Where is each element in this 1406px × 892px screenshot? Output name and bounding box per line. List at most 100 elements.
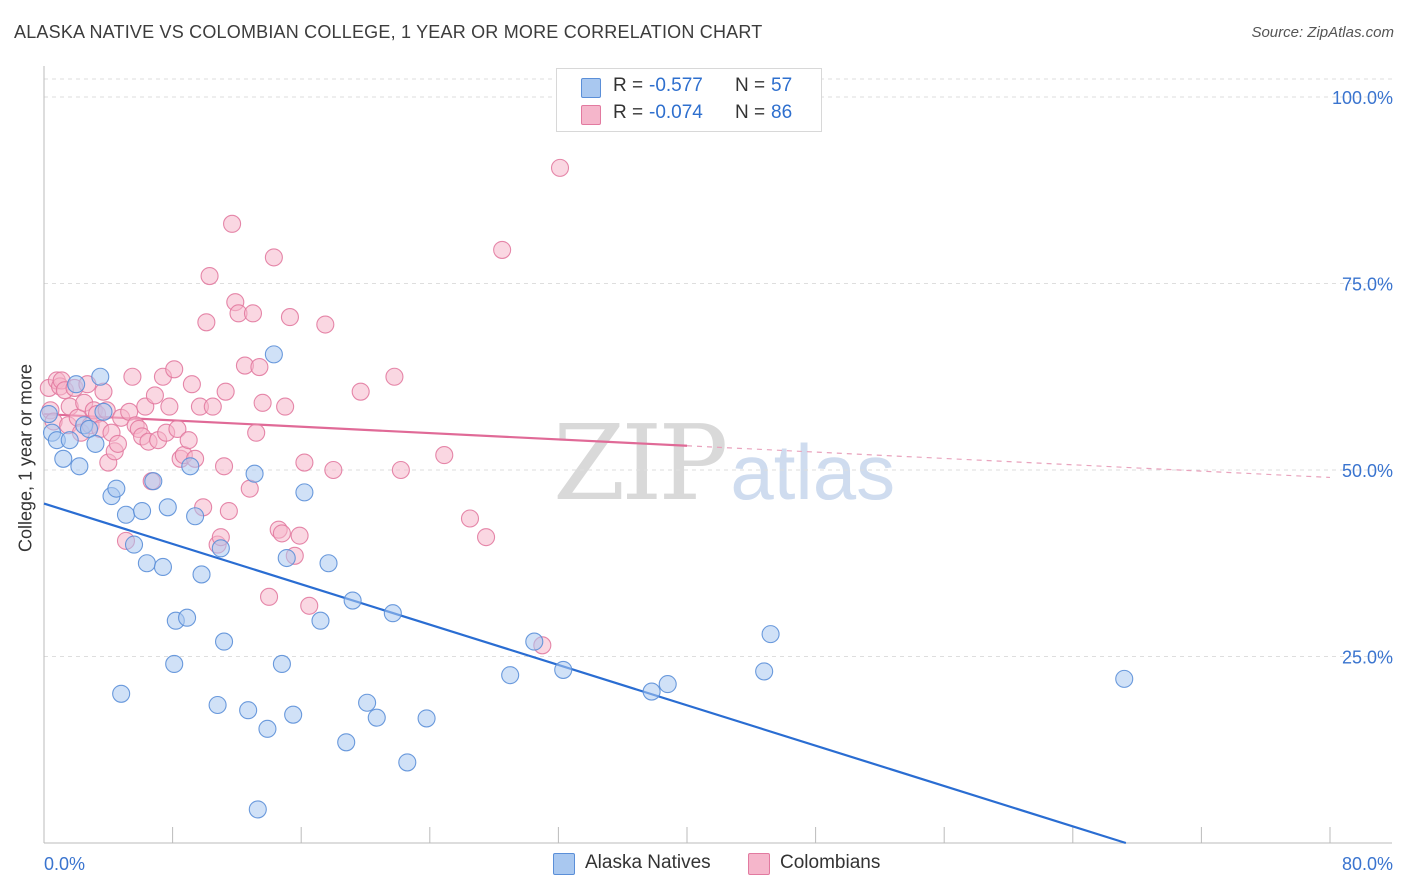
point-colombians [200, 266, 219, 286]
point-alaska-natives [94, 402, 113, 421]
trend-line-alaska-natives [43, 502, 1127, 845]
legend-r-value: -0.074 [649, 102, 703, 123]
point-alaska-natives [258, 719, 277, 738]
source-label: Source: ZipAtlas.com [1251, 24, 1394, 41]
point-colombians [182, 375, 201, 394]
series-swatch-alaska-natives [553, 853, 575, 875]
chart-title: ALASKA NATIVE VS COLOMBIAN COLLEGE, 1 YE… [14, 22, 763, 42]
x-tick-label-max: 80.0% [1342, 854, 1393, 874]
point-alaska-natives [79, 419, 99, 439]
point-colombians [247, 423, 266, 442]
point-colombians [123, 367, 142, 386]
point-alaska-natives [70, 457, 89, 476]
point-colombians [214, 457, 234, 476]
point-colombians [216, 382, 235, 401]
x-tick-label-min: 0.0% [44, 854, 85, 874]
point-alaska-natives [67, 375, 86, 394]
point-alaska-natives [137, 554, 156, 573]
point-alaska-natives [214, 632, 234, 651]
legend-n-label: N = [735, 75, 766, 96]
legend-n-value: 86 [771, 102, 793, 123]
point-alaska-natives [181, 457, 200, 476]
point-alaska-natives [337, 733, 356, 752]
point-colombians [295, 453, 314, 472]
point-alaska-natives [153, 557, 173, 577]
series-label-colombians: Colombians [780, 852, 881, 873]
point-colombians [276, 397, 295, 416]
watermark-zip: ZIP [553, 402, 728, 524]
point-colombians [168, 419, 187, 439]
point-colombians [324, 460, 343, 480]
point-alaska-natives [358, 693, 377, 712]
y-tick-label-100: 100.0% [1332, 88, 1393, 108]
point-alaska-natives [91, 367, 110, 386]
point-alaska-natives [39, 404, 58, 424]
point-colombians [272, 524, 291, 543]
point-colombians [351, 382, 370, 401]
legend-n-label: N = [735, 102, 766, 123]
axes [43, 66, 1392, 844]
zipatlas-watermark: ZIPatlas [553, 402, 895, 524]
point-alaska-natives [248, 800, 267, 819]
trend-lines [43, 412, 1331, 845]
point-alaska-natives [272, 654, 291, 674]
point-colombians [259, 587, 279, 606]
point-alaska-natives [319, 554, 338, 573]
point-alaska-natives [186, 507, 205, 526]
point-alaska-natives [525, 632, 544, 651]
point-colombians [145, 386, 164, 405]
point-alaska-natives [343, 591, 362, 610]
legend-r-value: -0.577 [649, 75, 703, 96]
point-alaska-natives [165, 654, 184, 674]
legend-n-value: 57 [771, 75, 793, 96]
point-colombians [219, 501, 238, 521]
legend-r-label: R = [613, 75, 644, 96]
point-alaska-natives [86, 434, 105, 453]
y-axis-label: College, 1 year or more [15, 363, 36, 553]
point-colombians [223, 214, 242, 233]
tick-labels: 25.0% 50.0% 75.0% 100.0% 0.0% 80.0% [44, 88, 1393, 874]
watermark-atlas: atlas [730, 428, 896, 516]
point-alaska-natives [755, 662, 774, 681]
point-colombians [493, 240, 512, 259]
point-alaska-natives [1115, 669, 1134, 688]
point-alaska-natives [239, 701, 258, 720]
point-colombians [280, 308, 299, 327]
point-colombians [253, 393, 272, 412]
point-alaska-natives [124, 535, 144, 554]
point-colombians [160, 397, 179, 416]
legend-r-label: R = [613, 102, 644, 123]
point-colombians [197, 313, 216, 332]
point-colombians [108, 434, 127, 453]
point-alaska-natives [211, 539, 230, 558]
point-alaska-natives [642, 682, 661, 701]
point-alaska-natives [383, 604, 402, 623]
point-alaska-natives [295, 483, 314, 502]
point-alaska-natives [264, 345, 283, 364]
point-colombians [435, 446, 454, 465]
point-alaska-natives [554, 660, 573, 679]
point-alaska-natives [158, 498, 177, 517]
point-alaska-natives [107, 479, 126, 498]
point-colombians [316, 315, 335, 334]
point-colombians [264, 248, 283, 267]
point-colombians [391, 460, 410, 480]
series-label-alaska-natives: Alaska Natives [585, 852, 711, 873]
legend-swatch-alaska-natives [581, 78, 601, 98]
legend-swatch-colombians [581, 105, 601, 125]
trend-line-colombians [43, 412, 688, 447]
point-colombians [243, 304, 263, 323]
point-alaska-natives [54, 449, 73, 468]
point-colombians [477, 528, 496, 547]
y-tick-label-75: 75.0% [1342, 275, 1393, 295]
point-alaska-natives [398, 753, 417, 772]
point-alaska-natives [311, 611, 330, 630]
trend-line-extension-colombians [686, 445, 1331, 479]
point-alaska-natives [60, 431, 79, 450]
point-alaska-natives [284, 705, 303, 724]
point-colombians [460, 509, 480, 528]
point-alaska-natives [178, 608, 197, 627]
data-points [39, 158, 1134, 819]
point-alaska-natives [192, 565, 211, 584]
point-alaska-natives [144, 472, 163, 491]
